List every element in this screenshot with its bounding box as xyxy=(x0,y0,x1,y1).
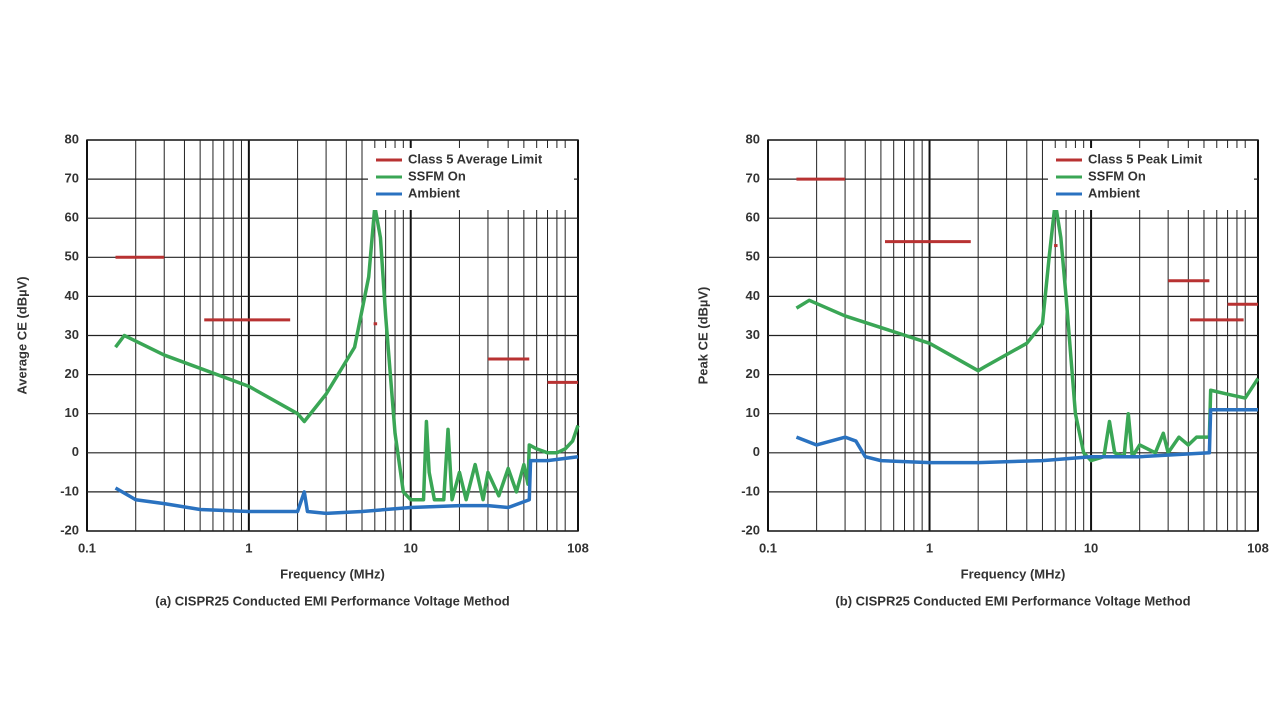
legend-label: Class 5 Peak Limit xyxy=(1088,151,1203,166)
legend-label: Ambient xyxy=(1088,185,1141,200)
y-axis-label: Average CE (dBµV) xyxy=(14,276,29,394)
series-line xyxy=(114,204,580,502)
y-tick-label: 70 xyxy=(65,171,79,186)
x-tick-label: 1 xyxy=(926,540,933,555)
y-tick-label: 10 xyxy=(65,405,79,420)
y-tick-label: 30 xyxy=(65,327,79,342)
x-tick-label: 10 xyxy=(1084,540,1098,555)
y-tick-label: 60 xyxy=(65,210,79,225)
y-tick-label: 50 xyxy=(65,249,79,264)
y-tick-label: 10 xyxy=(746,405,760,420)
series-line xyxy=(795,200,1260,463)
y-tick-label: -20 xyxy=(60,522,79,537)
legend-label: Ambient xyxy=(408,185,461,200)
x-tick-label: 0.1 xyxy=(78,540,96,555)
y-axis-label: Peak CE (dBµV) xyxy=(695,287,710,385)
y-tick-label: -10 xyxy=(741,483,760,498)
y-tick-label: 40 xyxy=(65,288,79,303)
caption: (b) CISPR25 Conducted EMI Performance Vo… xyxy=(835,593,1190,608)
y-tick-label: 50 xyxy=(746,249,760,264)
caption: (a) CISPR25 Conducted EMI Performance Vo… xyxy=(155,593,509,608)
y-tick-label: 20 xyxy=(65,366,79,381)
legend-box xyxy=(1048,148,1254,210)
y-tick-label: -10 xyxy=(60,483,79,498)
y-tick-label: 20 xyxy=(746,366,760,381)
x-tick-label: 0.1 xyxy=(759,540,777,555)
y-tick-label: 70 xyxy=(746,171,760,186)
legend-label: SSFM On xyxy=(1088,168,1146,183)
legend-label: Class 5 Average Limit xyxy=(408,151,543,166)
y-tick-label: 30 xyxy=(746,327,760,342)
series-line xyxy=(795,408,1258,465)
legend-box xyxy=(368,148,574,210)
x-tick-label: 108 xyxy=(1247,540,1269,555)
y-tick-label: 0 xyxy=(72,444,79,459)
y-tick-label: 80 xyxy=(65,131,79,146)
y-tick-label: 80 xyxy=(746,131,760,146)
x-axis-label: Frequency (MHz) xyxy=(961,566,1066,581)
x-tick-label: 10 xyxy=(403,540,417,555)
x-axis-label: Frequency (MHz) xyxy=(280,566,385,581)
y-tick-label: 40 xyxy=(746,288,760,303)
x-tick-label: 1 xyxy=(245,540,252,555)
x-tick-label: 108 xyxy=(567,540,589,555)
y-tick-label: 0 xyxy=(753,444,760,459)
series-line xyxy=(114,454,579,516)
y-tick-label: -20 xyxy=(741,522,760,537)
y-tick-label: 60 xyxy=(746,210,760,225)
legend-label: SSFM On xyxy=(408,168,466,183)
